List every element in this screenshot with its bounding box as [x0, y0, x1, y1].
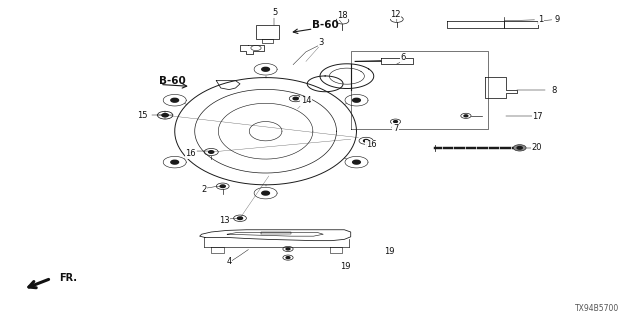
Text: 4: 4	[227, 257, 232, 266]
Text: 14: 14	[301, 96, 311, 105]
Text: B-60: B-60	[312, 20, 339, 30]
Text: 20: 20	[531, 143, 541, 152]
Circle shape	[364, 140, 369, 142]
Circle shape	[353, 98, 360, 102]
Text: 12: 12	[390, 10, 401, 19]
Text: 16: 16	[186, 149, 196, 158]
Text: 18: 18	[337, 11, 348, 20]
Text: 1: 1	[538, 15, 543, 24]
Text: B-60: B-60	[159, 76, 186, 86]
Circle shape	[262, 191, 269, 195]
Circle shape	[209, 151, 214, 153]
Text: 6: 6	[401, 53, 406, 62]
Text: 7: 7	[393, 124, 398, 132]
Text: 19: 19	[384, 247, 394, 256]
Circle shape	[286, 257, 290, 259]
Text: 8: 8	[551, 86, 556, 95]
Text: TX94B5700: TX94B5700	[575, 304, 620, 313]
Circle shape	[286, 248, 290, 250]
Text: 17: 17	[532, 112, 543, 121]
Text: 3: 3	[319, 38, 324, 47]
Circle shape	[262, 67, 269, 71]
Circle shape	[353, 160, 360, 164]
Circle shape	[220, 185, 225, 188]
Circle shape	[293, 97, 298, 100]
Bar	[256, 25, 279, 39]
Text: 16: 16	[366, 140, 376, 149]
Circle shape	[394, 121, 397, 123]
Circle shape	[517, 147, 522, 149]
Text: 15: 15	[137, 111, 147, 120]
Text: 5: 5	[273, 8, 278, 17]
Text: FR.: FR.	[60, 273, 77, 283]
Text: 9: 9	[554, 15, 559, 24]
Text: 2: 2	[201, 185, 206, 194]
Text: 13: 13	[219, 216, 229, 225]
Circle shape	[464, 115, 468, 117]
Circle shape	[171, 98, 179, 102]
Circle shape	[162, 114, 168, 117]
Circle shape	[171, 160, 179, 164]
Circle shape	[513, 145, 526, 151]
Text: 19: 19	[340, 262, 351, 271]
Circle shape	[237, 217, 243, 220]
